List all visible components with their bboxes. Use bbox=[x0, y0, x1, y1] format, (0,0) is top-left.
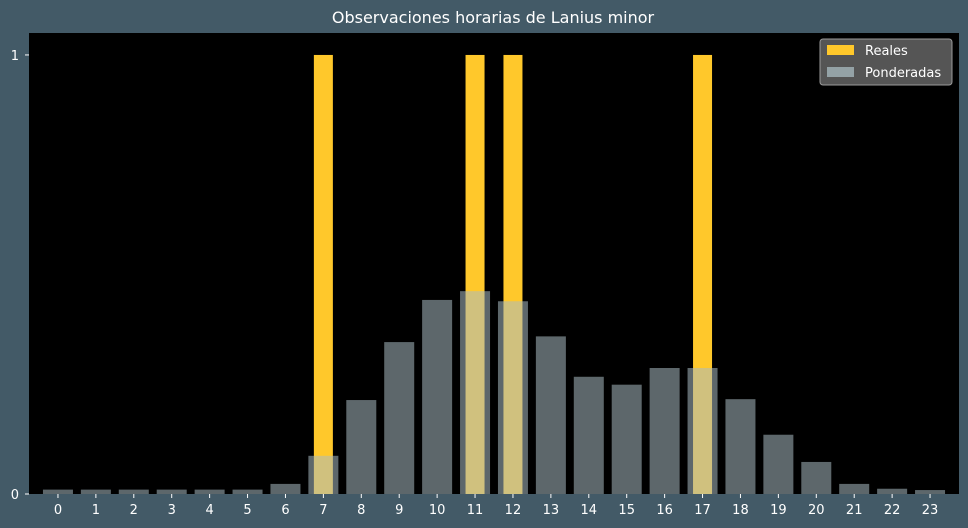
y-axis: 01 bbox=[11, 49, 29, 503]
bar-ponderadas-22 bbox=[877, 488, 908, 494]
x-tick-label: 5 bbox=[243, 503, 251, 518]
series-ponderadas bbox=[42, 291, 946, 494]
bar-ponderadas-19 bbox=[763, 434, 794, 494]
x-tick-label: 2 bbox=[130, 503, 138, 518]
legend-label-ponderadas: Ponderadas bbox=[865, 66, 941, 81]
x-axis: 0 1 2 3 4 5 6 7 8 9 10 11 12 13 14 15 16 17 18 19 20 21 22 23 bbox=[54, 494, 938, 518]
bar-ponderadas-23 bbox=[915, 490, 946, 494]
bar-ponderadas-9 bbox=[384, 342, 415, 494]
x-tick-label: 21 bbox=[846, 503, 863, 518]
x-tick-label: 19 bbox=[770, 503, 787, 518]
plot-area bbox=[29, 33, 959, 494]
bar-ponderadas-8 bbox=[346, 400, 377, 494]
bar-ponderadas-0 bbox=[42, 489, 73, 494]
y-tick-label: 0 bbox=[11, 488, 19, 503]
x-tick-label: 11 bbox=[467, 503, 484, 518]
bar-ponderadas-11 bbox=[460, 291, 491, 494]
x-tick-label: 23 bbox=[922, 503, 939, 518]
x-tick-label: 9 bbox=[395, 503, 403, 518]
bar-ponderadas-7 bbox=[308, 455, 339, 494]
bar-ponderadas-18 bbox=[725, 399, 756, 494]
x-tick-label: 7 bbox=[319, 503, 327, 518]
x-tick-label: 14 bbox=[581, 503, 598, 518]
bar-ponderadas-5 bbox=[232, 489, 263, 494]
bar-ponderadas-3 bbox=[156, 489, 187, 494]
x-tick-label: 0 bbox=[54, 503, 62, 518]
bar-ponderadas-21 bbox=[839, 483, 870, 494]
bar-ponderadas-12 bbox=[497, 301, 528, 494]
x-tick-label: 4 bbox=[205, 503, 213, 518]
bar-ponderadas-4 bbox=[194, 489, 225, 494]
x-tick-label: 20 bbox=[808, 503, 825, 518]
bar-ponderadas-15 bbox=[611, 384, 642, 494]
bar-ponderadas-16 bbox=[649, 367, 680, 494]
bar-ponderadas-2 bbox=[118, 489, 149, 494]
bar-ponderadas-13 bbox=[535, 336, 566, 494]
legend-swatch-reales bbox=[827, 45, 854, 55]
x-tick-label: 13 bbox=[543, 503, 560, 518]
x-tick-label: 10 bbox=[429, 503, 446, 518]
chart-title: Observaciones horarias de Lanius minor bbox=[332, 8, 655, 27]
x-tick-label: 12 bbox=[505, 503, 522, 518]
x-tick-label: 17 bbox=[694, 503, 711, 518]
bar-ponderadas-1 bbox=[80, 489, 111, 494]
y-tick-label: 1 bbox=[11, 49, 19, 64]
bar-ponderadas-10 bbox=[422, 299, 453, 494]
x-tick-label: 16 bbox=[656, 503, 673, 518]
x-tick-label: 15 bbox=[618, 503, 635, 518]
bar-reales-7 bbox=[313, 54, 333, 494]
legend-swatch-ponderadas bbox=[827, 67, 854, 77]
legend-label-reales: Reales bbox=[865, 44, 908, 59]
x-tick-label: 22 bbox=[884, 503, 901, 518]
bar-ponderadas-17 bbox=[687, 367, 718, 494]
bar-ponderadas-20 bbox=[801, 461, 832, 494]
x-tick-label: 18 bbox=[732, 503, 749, 518]
x-tick-label: 8 bbox=[357, 503, 365, 518]
bar-ponderadas-14 bbox=[573, 376, 604, 494]
x-tick-label: 3 bbox=[168, 503, 176, 518]
x-tick-label: 6 bbox=[281, 503, 289, 518]
bar-ponderadas-6 bbox=[270, 483, 301, 494]
legend: Reales Ponderadas bbox=[819, 38, 953, 86]
x-tick-label: 1 bbox=[92, 503, 100, 518]
